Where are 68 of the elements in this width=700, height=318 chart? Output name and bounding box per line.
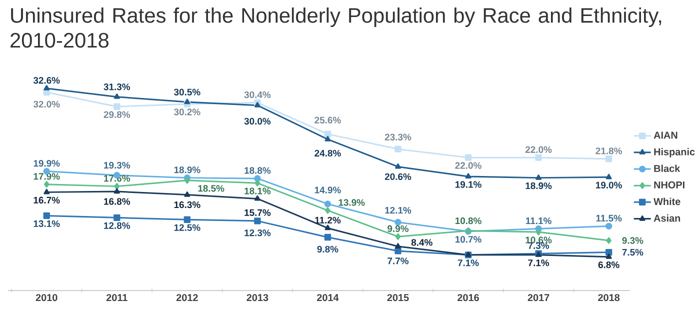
data-label: 18.5%	[198, 184, 224, 192]
data-label: 10.8%	[455, 217, 482, 224]
data-label: 29.8%	[104, 111, 130, 118]
data-label: 18.1%	[244, 187, 271, 194]
data-label: 16.3%	[174, 201, 200, 208]
legend-label: NHOPI	[654, 181, 684, 188]
data-label: 9.3%	[622, 236, 644, 244]
data-label: 20.6%	[384, 173, 412, 180]
x-tick-label: 2016	[458, 294, 479, 301]
data-label: 13.1%	[34, 220, 60, 227]
data-label: 14.9%	[314, 186, 341, 194]
legend-label: Black	[654, 164, 680, 172]
data-label: 15.7%	[244, 209, 271, 216]
data-label: 7.1%	[458, 259, 479, 266]
data-label: 19.1%	[455, 180, 482, 188]
x-tick-label: 2013	[246, 294, 268, 301]
legend-label: Hispanic	[654, 148, 695, 158]
x-tick-label: 2011	[106, 294, 128, 301]
data-label: 11.2%	[315, 216, 341, 224]
data-label: 16.7%	[34, 196, 60, 204]
data-label: 22.0%	[525, 146, 552, 153]
data-label: 31.3%	[104, 83, 130, 90]
data-label: 19.9%	[34, 160, 60, 166]
data-label: 17.9%	[34, 172, 60, 180]
data-label: 10.7%	[455, 236, 482, 242]
data-label: 9.8%	[317, 246, 338, 252]
data-label: 13.9%	[338, 198, 365, 206]
data-label: 30.2%	[174, 108, 200, 116]
data-label: 7.7%	[388, 257, 409, 264]
data-label: 22.0%	[455, 162, 482, 169]
data-label: 12.8%	[104, 222, 130, 229]
data-label: 32.6%	[33, 76, 60, 84]
data-label: 30.4%	[244, 91, 271, 98]
data-label: 11.1%	[526, 217, 552, 224]
x-tick-label: 2012	[176, 294, 198, 301]
data-label: 16.8%	[104, 198, 130, 205]
data-label: 18.8%	[244, 166, 271, 174]
data-label: 30.0%	[244, 118, 271, 124]
x-tick-label: 2014	[316, 294, 339, 301]
data-label: 25.6%	[314, 116, 341, 124]
data-label: 7.3%	[528, 242, 550, 249]
data-label: 32.0%	[33, 100, 60, 108]
data-label: 30.5%	[174, 88, 200, 96]
legend-label: AIAN	[654, 132, 678, 138]
x-tick-label: 2018	[598, 294, 620, 301]
data-label: 7.1%	[528, 259, 550, 266]
data-label: 11.5%	[596, 214, 622, 222]
data-label: 8.4%	[411, 238, 432, 246]
data-label: 12.1%	[385, 206, 412, 214]
chart-title: Uninsured Rates for the Nonelderly Population by Race and Ethnicity, 2010-2018	[10, 7, 662, 48]
data-label: 23.3%	[384, 134, 412, 140]
data-label: 19.0%	[596, 182, 622, 188]
data-label: 18.9%	[174, 166, 200, 173]
data-label: 6.8%	[598, 261, 620, 268]
data-label: 24.8%	[314, 150, 341, 156]
data-label: 12.5%	[174, 224, 200, 231]
x-tick-label: 2017	[528, 294, 550, 301]
legend-label: White	[654, 198, 680, 205]
x-tick-label: 2010	[36, 294, 58, 301]
data-label: 19.3%	[104, 162, 130, 168]
data-label: 18.9%	[526, 182, 552, 189]
data-label: 9.9%	[388, 225, 409, 232]
data-label: 12.3%	[244, 229, 271, 236]
data-label: 10.6%	[526, 236, 552, 244]
data-label: 7.5%	[622, 248, 644, 256]
data-label: 21.8%	[596, 147, 622, 154]
x-tick-label: 2015	[387, 294, 409, 301]
legend-label: Asian	[654, 214, 680, 222]
